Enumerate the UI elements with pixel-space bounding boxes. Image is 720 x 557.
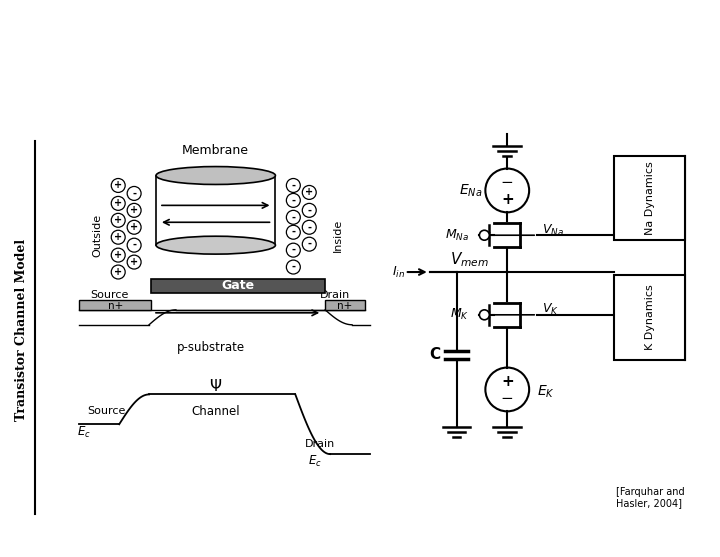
Bar [79,300,151,310]
Text: n+: n+ [107,301,123,311]
Text: +: + [305,188,313,197]
Text: $I_{in}$: $I_{in}$ [392,265,405,280]
Text: n+: n+ [338,301,353,311]
Text: $E_c$: $E_c$ [308,453,322,468]
Text: -: - [307,222,311,232]
Text: $E_K$: $E_K$ [537,383,555,399]
Text: +: + [130,257,138,267]
Ellipse shape [156,236,276,254]
Text: +: + [114,180,122,190]
Text: Inside: Inside [333,218,343,252]
Text: +: + [114,267,122,277]
Text: Source: Source [90,290,128,300]
Text: -: - [292,245,295,255]
Text: $M_{Na}$: $M_{Na}$ [446,228,469,243]
Bar [325,300,365,310]
Text: $V_{mem}$: $V_{mem}$ [449,251,489,270]
Text: p-substrate: p-substrate [176,341,245,354]
Text: Channel: Channel [192,405,240,418]
Text: −: − [501,175,513,190]
Text: Drain: Drain [320,290,350,300]
Text: −: − [501,391,513,406]
Text: Gate: Gate [221,280,254,292]
Text: -: - [307,206,311,216]
Text: -: - [292,196,295,206]
Text: +: + [501,374,513,389]
Bar [151,279,325,293]
Text: Outside: Outside [92,214,102,257]
Text: $E_{Na}$: $E_{Na}$ [459,182,482,199]
Text: $\Psi$: $\Psi$ [210,378,222,394]
Text: K Dynamics: K Dynamics [644,285,654,350]
Text: -: - [132,240,136,250]
Text: Source: Source [87,407,125,416]
Text: -: - [292,180,295,190]
Text: Membrane: Membrane [182,144,249,157]
Text: +: + [114,232,122,242]
Ellipse shape [156,167,276,184]
Text: $M_K$: $M_K$ [450,307,469,323]
Text: -: - [292,227,295,237]
Text: -: - [132,188,136,198]
Text: -: - [307,239,311,249]
Text: [Farquhar and
Hasler, 2004]: [Farquhar and Hasler, 2004] [616,487,684,509]
Text: +: + [130,206,138,216]
Text: C: C [429,347,440,362]
Text: Drain: Drain [305,439,336,449]
Text: +: + [114,216,122,225]
Text: $V_K$: $V_K$ [542,302,559,317]
Text: +: + [114,198,122,208]
Text: +: + [501,192,513,207]
Text: Na Dynamics: Na Dynamics [644,161,654,235]
Text: +: + [114,250,122,260]
Bar [613,155,685,240]
Text: $E_c$: $E_c$ [78,424,91,440]
Text: -: - [292,262,295,272]
Text: Transistor Channel Model: Transistor Channel Model [15,239,28,421]
Circle shape [480,230,490,240]
Text: -: - [292,212,295,222]
Text: +: + [130,222,138,232]
Bar [613,275,685,360]
Text: $V_{Na}$: $V_{Na}$ [542,223,564,238]
Circle shape [480,310,490,320]
